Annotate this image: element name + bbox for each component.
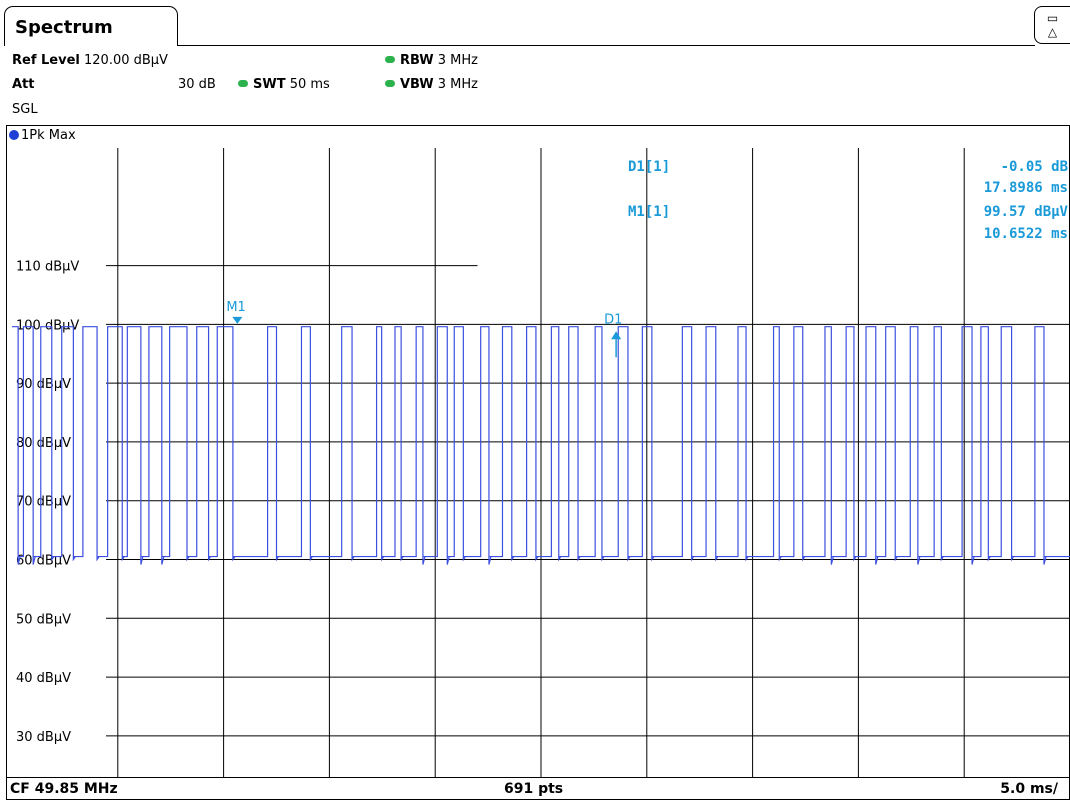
att-label-container: Att — [12, 77, 35, 92]
center-frequency: CF 49.85 MHz — [10, 781, 118, 797]
marker-readout-label: M1[1] — [628, 204, 670, 220]
marker-d1-icon — [611, 331, 622, 340]
trace-label-text: 1Pk Max — [21, 128, 76, 143]
sweep-points: 691 pts — [504, 781, 564, 797]
att-value: 30 dB — [178, 77, 216, 92]
ref-level-label: Ref Level — [12, 53, 80, 68]
y-tick-label: 40 dBµV — [16, 671, 71, 686]
swt-setting[interactable]: SWT 50 ms — [238, 77, 330, 92]
y-tick-label: 110 dBµV — [16, 260, 79, 275]
rbw-value: 3 MHz — [437, 53, 478, 68]
trace-label: 1Pk Max — [9, 128, 76, 143]
y-tick-label: 60 dBµV — [16, 553, 71, 568]
y-tick-label: 70 dBµV — [16, 495, 71, 510]
ref-level-setting[interactable]: Ref Level 120.00 dBµV — [12, 53, 168, 68]
swt-label: SWT — [253, 77, 286, 92]
vbw-setting[interactable]: VBW 3 MHz — [385, 77, 478, 92]
marker-readout-label: D1[1] — [628, 159, 670, 175]
marker-m1-label: M1 — [226, 300, 246, 315]
vbw-value: 3 MHz — [437, 77, 478, 92]
marker-readout-value: 17.8986 ms — [984, 180, 1068, 196]
y-tick-label: 50 dBµV — [16, 612, 71, 627]
footer-bar: CF 49.85 MHz 691 pts 5.0 ms/ — [6, 777, 1070, 800]
tab-divider — [177, 45, 1035, 46]
spectrum-tab-label: Spectrum — [15, 17, 113, 38]
rbw-label: RBW — [400, 53, 434, 68]
y-tick-label: 90 dBµV — [16, 377, 71, 392]
spectrum-tab[interactable]: Spectrum — [4, 6, 178, 46]
trace-line — [12, 326, 1070, 565]
y-tick-label: 80 dBµV — [16, 436, 71, 451]
att-label: Att — [12, 77, 35, 92]
y-tick-label: 30 dBµV — [16, 730, 71, 745]
rbw-status-dot — [385, 56, 395, 63]
sweep-mode-value: SGL — [12, 102, 38, 117]
window-layout-icon[interactable]: ▭ △ — [1034, 6, 1070, 44]
swt-status-dot — [238, 80, 248, 87]
att-value-container[interactable]: 30 dB — [178, 77, 216, 92]
marker-readout-value: 10.6522 ms — [984, 226, 1068, 242]
time-per-division: 5.0 ms/ — [1000, 781, 1058, 797]
marker-d1-label: D1 — [604, 312, 622, 327]
swt-value: 50 ms — [289, 77, 330, 92]
marker-readout-value: -0.05 dB — [1001, 159, 1068, 175]
vbw-label: VBW — [400, 77, 434, 92]
marker-m1-icon — [232, 316, 243, 324]
rbw-setting[interactable]: RBW 3 MHz — [385, 53, 478, 68]
vbw-status-dot — [385, 80, 395, 87]
trace-indicator-icon — [9, 130, 19, 140]
marker-readout-value: 99.57 dBµV — [984, 204, 1069, 220]
sweep-mode: SGL — [12, 102, 38, 117]
y-tick-label: 100 dBµV — [16, 318, 79, 333]
ref-level-value: 120.00 dBµV — [84, 53, 168, 68]
